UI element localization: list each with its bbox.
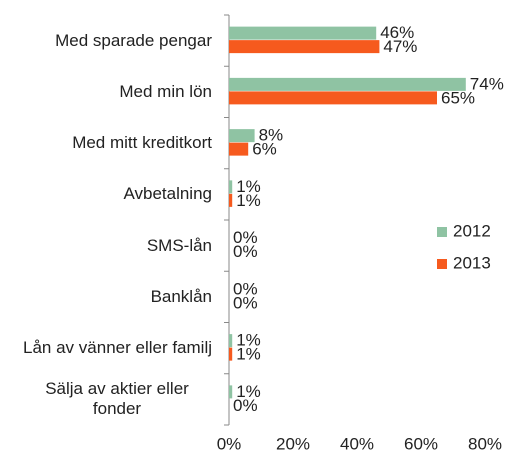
value-label: 1% — [236, 331, 261, 350]
value-label: 47% — [383, 37, 417, 56]
category-label: Banklån — [0, 287, 212, 307]
bar — [229, 193, 233, 207]
bar — [229, 40, 380, 54]
bar — [229, 77, 466, 91]
category-label: Med sparade pengar — [0, 31, 212, 51]
bar — [229, 385, 233, 399]
value-label: 0% — [233, 242, 258, 261]
legend-label: 2012 — [453, 221, 491, 240]
category-label: Med mitt kreditkort — [0, 133, 212, 153]
bar — [229, 180, 233, 194]
bar — [229, 26, 377, 40]
category-label: Sälja av aktier eller fonder — [0, 379, 212, 419]
category-text: SMS-lån — [146, 235, 212, 255]
legend-swatch — [437, 227, 447, 237]
value-label: 65% — [441, 88, 475, 107]
value-label: 1% — [236, 345, 261, 364]
category-label: Lån av vänner eller familj — [0, 338, 212, 358]
value-label: 1% — [236, 191, 261, 210]
legend-label: 2013 — [453, 253, 491, 272]
x-tick-label: 40% — [340, 434, 374, 453]
value-label: 1% — [236, 382, 261, 401]
bar — [229, 347, 233, 361]
value-label: 6% — [252, 140, 277, 159]
bar — [229, 142, 249, 156]
legend-swatch — [437, 259, 447, 269]
category-text: Banklån — [150, 286, 212, 306]
value-label: 74% — [470, 74, 504, 93]
value-label: 0% — [233, 396, 258, 415]
category-text: Lån av vänner eller familj — [23, 338, 212, 358]
value-label: 0% — [233, 228, 258, 247]
category-text: Med min lön — [119, 81, 212, 101]
category-label: Avbetalning — [0, 184, 212, 204]
value-label: 1% — [236, 177, 261, 196]
category-text: Avbetalning — [123, 184, 212, 204]
category-label: Med min lön — [0, 82, 212, 102]
x-tick-label: 0% — [217, 434, 242, 453]
bar — [229, 334, 233, 348]
x-tick-label: 80% — [468, 434, 502, 453]
bar — [229, 91, 437, 105]
value-label: 0% — [233, 293, 258, 312]
category-text: Med mitt kreditkort — [72, 133, 212, 153]
bar — [229, 129, 255, 143]
category-label: SMS-lån — [0, 236, 212, 256]
category-text: Sälja av aktier eller fonder — [45, 379, 189, 419]
value-label: 0% — [233, 279, 258, 298]
value-label: 46% — [380, 23, 414, 42]
category-text: Med sparade pengar — [55, 30, 212, 50]
x-tick-label: 60% — [404, 434, 438, 453]
x-tick-label: 20% — [276, 434, 310, 453]
value-label: 8% — [259, 126, 284, 145]
